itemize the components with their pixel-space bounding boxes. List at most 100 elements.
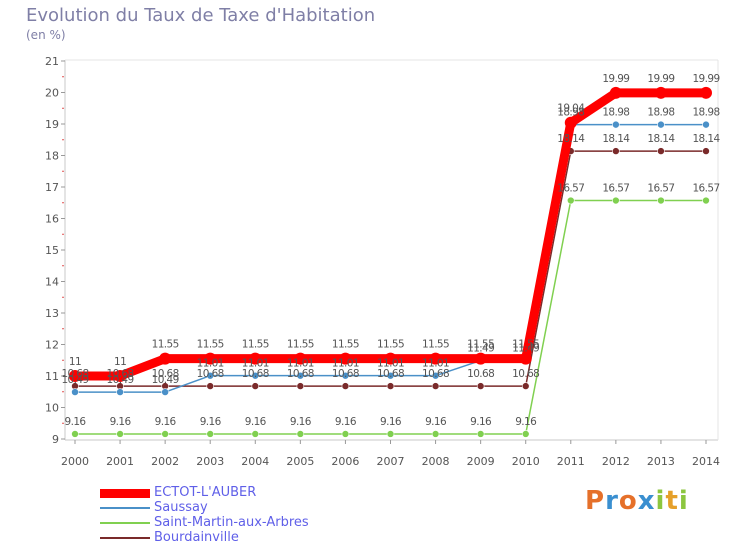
data-label: 19.04 (557, 103, 585, 115)
x-tick-label: 2010 (512, 455, 540, 468)
data-point (206, 371, 215, 380)
data-label: 16.57 (602, 183, 629, 195)
data-point (657, 120, 665, 129)
data-label: 11.01 (287, 358, 314, 370)
x-tick-label: 2009 (467, 455, 495, 468)
data-label: 10.49 (107, 374, 134, 386)
data-point (116, 388, 124, 396)
data-label: 10.68 (287, 368, 314, 380)
data-point (294, 352, 307, 365)
y-tick-label: 9 (52, 433, 59, 446)
data-label: 10.49 (152, 374, 179, 386)
data-label: 11.55 (512, 339, 539, 351)
data-label: 11 (114, 356, 126, 368)
x-tick-label: 2002 (151, 455, 179, 468)
data-point (339, 352, 352, 365)
data-point (341, 371, 350, 380)
data-label: 11.01 (377, 358, 404, 370)
data-label: 16.57 (692, 183, 719, 195)
data-label: 11.55 (377, 339, 404, 351)
y-tick-label: 18 (45, 150, 59, 163)
y-tick-label: 13 (45, 307, 59, 320)
legend-swatch (100, 522, 150, 524)
data-label: 11.49 (512, 343, 539, 355)
data-label: 11.55 (422, 339, 449, 351)
data-label: 11.49 (467, 343, 494, 355)
data-point (251, 382, 260, 390)
data-point (71, 388, 79, 396)
data-label: 11.01 (332, 358, 359, 370)
legend-item: ECTOT-L'AUBER (100, 485, 400, 501)
data-point (657, 196, 665, 205)
data-label: 9.16 (380, 416, 402, 428)
data-label: 11.55 (152, 339, 179, 351)
data-point (521, 382, 530, 390)
data-point (161, 430, 169, 438)
data-label: 11.01 (242, 358, 269, 370)
data-label: 9.16 (155, 416, 177, 428)
data-label: 18.98 (692, 107, 719, 119)
x-tick-label: 2012 (602, 455, 630, 468)
data-point (116, 430, 124, 438)
legend-label: ECTOT-L'AUBER (154, 485, 257, 500)
legend-label: Saint-Martin-aux-Arbres (154, 515, 309, 530)
legend-item: Saint-Martin-aux-Arbres (100, 515, 400, 531)
y-tick-label: 17 (45, 181, 59, 194)
data-label: 11.55 (242, 339, 269, 351)
line-chart: 9 10 11 12 13 14 15 16 17 18 19 20 21 2000 2001 2002 200… (45, 55, 721, 468)
data-point (114, 370, 127, 382)
data-label: 11.01 (197, 358, 224, 370)
legend-item: Saussay (100, 500, 400, 516)
legend-label: Saussay (154, 500, 208, 515)
data-label: 9.16 (110, 416, 132, 428)
data-label: 9.16 (290, 416, 312, 428)
y-tick-label: 14 (45, 276, 59, 289)
data-point (476, 382, 485, 390)
data-label: 18.98 (602, 107, 629, 119)
data-point (386, 371, 395, 380)
data-point (431, 382, 440, 390)
y-tick-label: 19 (45, 118, 59, 131)
data-label: 10.68 (107, 368, 134, 380)
data-point (206, 430, 215, 438)
legend-swatch (100, 507, 150, 509)
data-point (474, 352, 487, 365)
series-line-1 (74, 123, 707, 393)
data-point (251, 430, 260, 438)
legend-swatch (100, 488, 150, 498)
x-tick-label: 2008 (422, 455, 450, 468)
series-line-2 (74, 199, 707, 435)
data-label: 11.01 (422, 358, 449, 370)
y-tick-label: 20 (45, 87, 59, 100)
data-point (564, 116, 577, 129)
data-label: 18.98 (557, 107, 584, 119)
x-tick-label: 2003 (196, 455, 224, 468)
legend-swatch (100, 537, 150, 539)
data-point (429, 352, 442, 365)
data-label: 19.99 (692, 73, 719, 85)
legend-item: Bourdainville (100, 530, 400, 546)
x-tick-label: 2013 (647, 455, 675, 468)
data-label: 9.16 (245, 416, 267, 428)
data-point (702, 120, 710, 129)
data-label: 16.57 (647, 183, 674, 195)
data-label: 9.16 (515, 416, 537, 428)
data-point (566, 196, 575, 205)
data-label: 10.68 (512, 368, 539, 380)
data-label: 18.14 (647, 133, 675, 145)
data-label: 9.16 (65, 416, 87, 428)
data-point (386, 430, 395, 438)
y-tick-label: 16 (45, 213, 59, 226)
x-tick-label: 2007 (377, 455, 405, 468)
data-point (431, 430, 440, 438)
data-label: 9.16 (335, 416, 357, 428)
x-tick-label: 2000 (61, 455, 89, 468)
data-point (206, 382, 215, 390)
data-point (204, 352, 217, 365)
data-label: 10.68 (422, 368, 449, 380)
data-point (612, 147, 620, 155)
data-label: 18.98 (647, 107, 674, 119)
data-label: 9.16 (425, 416, 447, 428)
data-label: 11 (69, 356, 81, 368)
